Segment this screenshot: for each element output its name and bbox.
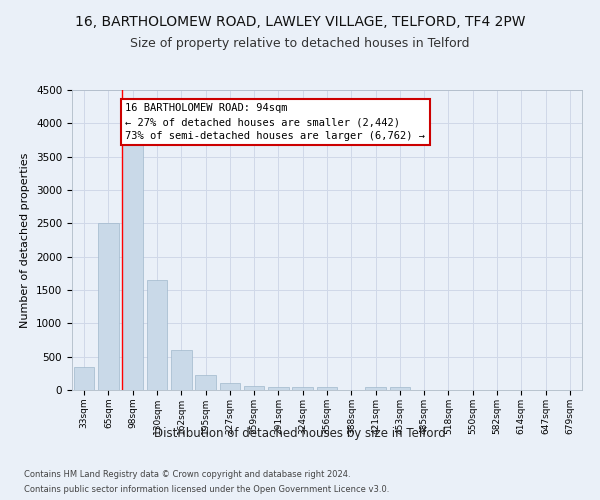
Text: Contains public sector information licensed under the Open Government Licence v3: Contains public sector information licen… <box>24 485 389 494</box>
Y-axis label: Number of detached properties: Number of detached properties <box>20 152 31 328</box>
Bar <box>122 140 143 390</box>
Bar <box>146 280 167 390</box>
Bar <box>74 366 94 390</box>
Text: Size of property relative to detached houses in Telford: Size of property relative to detached ho… <box>130 38 470 51</box>
Bar <box>195 374 216 390</box>
Text: 16 BARTHOLOMEW ROAD: 94sqm
← 27% of detached houses are smaller (2,442)
73% of s: 16 BARTHOLOMEW ROAD: 94sqm ← 27% of deta… <box>125 104 425 142</box>
Bar <box>244 386 265 390</box>
Bar <box>365 386 386 390</box>
Bar <box>389 386 410 390</box>
Bar <box>171 350 191 390</box>
Text: Distribution of detached houses by size in Telford: Distribution of detached houses by size … <box>154 428 446 440</box>
Bar <box>220 382 240 390</box>
Bar <box>317 386 337 390</box>
Bar <box>292 386 313 390</box>
Bar <box>98 224 119 390</box>
Text: 16, BARTHOLOMEW ROAD, LAWLEY VILLAGE, TELFORD, TF4 2PW: 16, BARTHOLOMEW ROAD, LAWLEY VILLAGE, TE… <box>75 15 525 29</box>
Bar <box>268 386 289 390</box>
Text: Contains HM Land Registry data © Crown copyright and database right 2024.: Contains HM Land Registry data © Crown c… <box>24 470 350 479</box>
